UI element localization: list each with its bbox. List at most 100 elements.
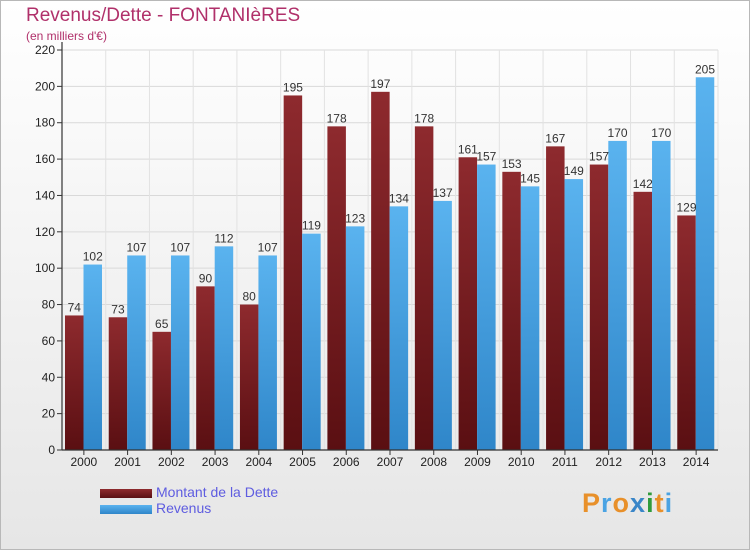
legend-swatch-dette	[100, 489, 152, 498]
bar-dette	[589, 164, 609, 450]
logo-letter: i	[646, 488, 655, 518]
bar-dette	[283, 95, 303, 451]
bar-dette	[371, 91, 390, 451]
bar-dette	[108, 317, 128, 450]
data-label-dette: 197	[370, 77, 390, 91]
logo-letter: x	[630, 488, 647, 518]
y-tick-label: 180	[35, 116, 55, 130]
x-tick-label: 2009	[464, 455, 491, 469]
x-tick-label: 2007	[377, 455, 404, 469]
proxiti-logo: Proxiti	[582, 488, 673, 519]
x-tick-label: 2014	[683, 455, 710, 469]
bar-revenus	[258, 255, 277, 450]
bar-dette	[196, 286, 215, 450]
data-label-dette: 153	[502, 157, 522, 171]
legend-label-revenus: Revenus	[156, 500, 212, 516]
data-label-dette: 74	[68, 300, 82, 314]
chart-subtitle: (en milliers d'€)	[26, 29, 107, 43]
logo-letter: t	[654, 488, 665, 518]
x-tick-label: 2008	[420, 455, 447, 469]
bar-revenus	[564, 179, 584, 450]
axes: 0 20 40 60 80 100 120 140 160 180 200 220 2000 2001 20…	[35, 42, 718, 469]
data-label-dette: 195	[283, 80, 303, 94]
y-tick-label: 120	[35, 225, 55, 239]
bars	[65, 77, 715, 451]
data-label-revenus: 107	[170, 240, 190, 254]
data-label-dette: 178	[327, 111, 347, 125]
bar-revenus	[695, 77, 715, 450]
data-labels: 74 102 73 107 65 107 90 112 80 107 195 119 178 123 197…	[68, 62, 716, 331]
data-label-revenus: 157	[476, 150, 496, 164]
x-tick-label: 2000	[71, 455, 98, 469]
x-tick-label: 2012	[595, 455, 622, 469]
x-tick-label: 2013	[639, 455, 666, 469]
bar-dette	[327, 126, 346, 450]
data-label-dette: 178	[414, 111, 434, 125]
y-tick-label: 40	[42, 370, 56, 384]
data-label-dette: 73	[111, 302, 125, 316]
data-label-revenus: 145	[520, 171, 540, 185]
x-tick-label: 2010	[508, 455, 535, 469]
data-label-dette: 80	[243, 290, 257, 304]
x-tick-label: 2005	[289, 455, 316, 469]
data-label-revenus: 123	[345, 211, 365, 225]
bar-revenus	[302, 233, 321, 450]
bar-revenus	[608, 140, 627, 450]
bar-revenus	[520, 186, 540, 450]
data-label-dette: 167	[545, 131, 565, 145]
bar-dette	[458, 157, 478, 451]
data-label-revenus: 170	[608, 126, 628, 140]
bar-dette	[152, 331, 171, 450]
x-tick-label: 2004	[245, 455, 272, 469]
bar-dette	[502, 171, 521, 450]
bar-dette	[677, 215, 696, 450]
data-label-revenus: 170	[651, 126, 671, 140]
bar-dette	[65, 315, 84, 450]
bar-dette	[546, 146, 565, 450]
legend-label-dette: Montant de la Dette	[156, 484, 279, 500]
y-tick-label: 80	[42, 298, 56, 312]
bar-revenus	[345, 226, 365, 450]
data-label-revenus: 137	[433, 186, 453, 200]
y-tick-label: 140	[35, 188, 55, 202]
bar-revenus	[170, 255, 190, 450]
x-tick-label: 2002	[158, 455, 185, 469]
logo-letter: P	[582, 488, 602, 518]
data-label-dette: 157	[589, 150, 609, 164]
x-tick-label: 2001	[114, 455, 141, 469]
bar-dette	[633, 191, 653, 450]
data-label-revenus: 112	[214, 231, 233, 245]
y-tick-label: 100	[35, 261, 55, 275]
bar-revenus	[127, 255, 146, 450]
bar-revenus	[214, 246, 234, 450]
data-label-revenus: 149	[564, 164, 584, 178]
data-label-revenus: 107	[126, 240, 146, 254]
data-label-revenus: 134	[389, 191, 409, 205]
bar-revenus	[389, 206, 409, 450]
x-tick-label: 2011	[552, 455, 578, 469]
data-label-revenus: 107	[258, 240, 278, 254]
data-label-revenus: 102	[83, 250, 103, 264]
bar-dette	[414, 126, 434, 450]
data-label-dette: 65	[155, 317, 169, 331]
chart-title: Revenus/Dette - FONTANIèRES	[26, 5, 301, 26]
data-label-dette: 90	[199, 271, 213, 285]
y-tick-label: 160	[35, 152, 55, 166]
bar-revenus	[83, 264, 102, 450]
bar-revenus	[652, 140, 671, 450]
y-tick-label: 60	[42, 334, 56, 348]
x-tick-label: 2006	[333, 455, 360, 469]
x-tick-label: 2003	[202, 455, 229, 469]
bar-revenus	[433, 200, 452, 450]
y-tick-label: 200	[35, 79, 55, 93]
y-tick-label: 20	[42, 407, 56, 421]
data-label-revenus: 205	[695, 62, 715, 76]
bar-revenus	[477, 164, 496, 450]
logo-letter: o	[612, 488, 631, 518]
logo-letter: i	[664, 488, 674, 518]
data-label-dette: 161	[458, 142, 478, 156]
y-tick-label: 0	[48, 443, 55, 457]
data-label-revenus: 119	[302, 219, 321, 233]
data-label-dette: 129	[677, 200, 697, 214]
